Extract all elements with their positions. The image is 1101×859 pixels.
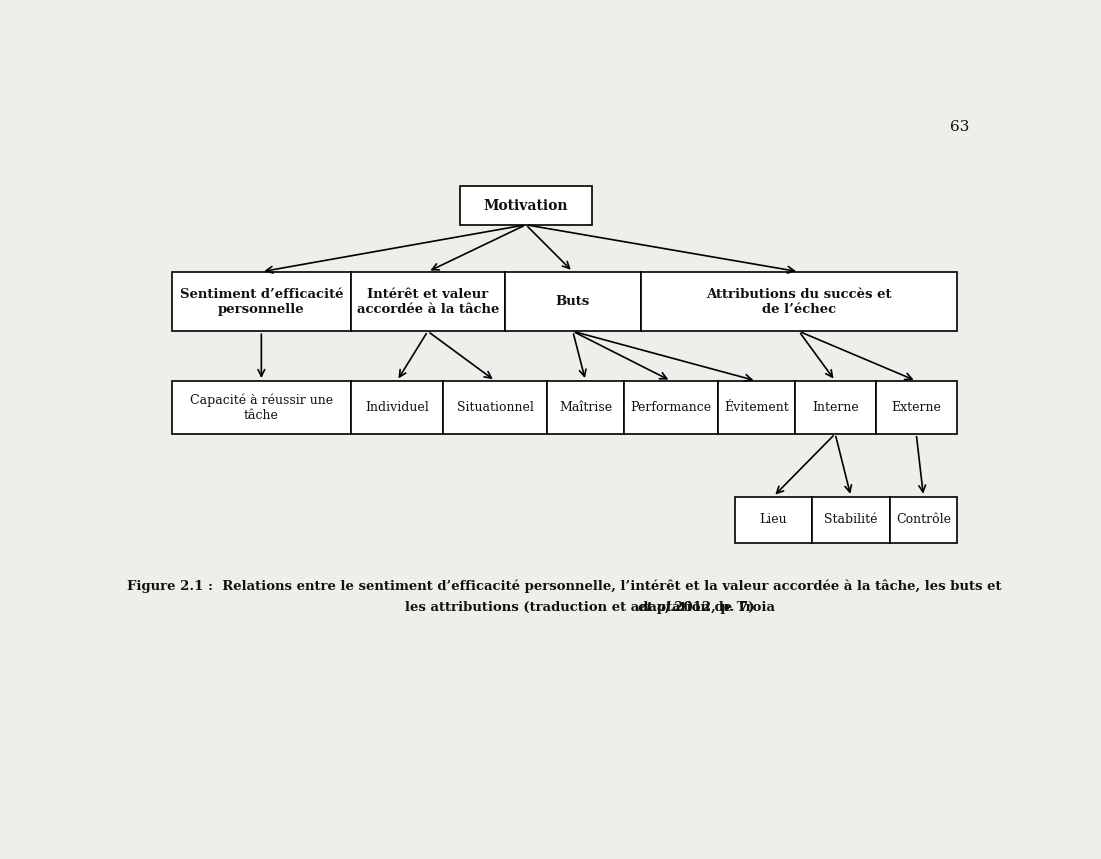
Bar: [172, 271, 351, 332]
Bar: [351, 381, 443, 434]
Bar: [624, 381, 718, 434]
Bar: [460, 186, 592, 225]
Text: les attributions (traduction et adaptation de Troia: les attributions (traduction et adaptati…: [405, 601, 780, 614]
Text: Stabilité: Stabilité: [825, 514, 877, 527]
Bar: [734, 497, 811, 543]
Bar: [891, 497, 957, 543]
Bar: [718, 381, 795, 434]
Bar: [172, 381, 351, 434]
Text: 63: 63: [950, 119, 970, 134]
Text: Performance: Performance: [631, 401, 711, 414]
Text: Buts: Buts: [556, 295, 590, 308]
Text: Interne: Interne: [811, 401, 859, 414]
Text: Motivation: Motivation: [483, 198, 568, 212]
Text: Individuel: Individuel: [366, 401, 429, 414]
Text: Évitement: Évitement: [723, 401, 788, 414]
Text: Maîtrise: Maîtrise: [559, 401, 612, 414]
Text: , 2012, p. 7): , 2012, p. 7): [665, 601, 754, 614]
Text: Intérêt et valeur
accordée à la tâche: Intérêt et valeur accordée à la tâche: [357, 288, 499, 315]
Text: Contrôle: Contrôle: [896, 514, 951, 527]
Text: Lieu: Lieu: [760, 514, 787, 527]
Bar: [811, 497, 891, 543]
Bar: [547, 381, 624, 434]
Text: Situationnel: Situationnel: [457, 401, 534, 414]
Bar: [875, 381, 957, 434]
Text: Capacité à réussir une
tâche: Capacité à réussir une tâche: [189, 393, 333, 422]
Bar: [443, 381, 547, 434]
Text: Attributions du succès et
de l’échec: Attributions du succès et de l’échec: [706, 288, 892, 315]
Text: Sentiment d’efficacité
personnelle: Sentiment d’efficacité personnelle: [179, 288, 344, 315]
Text: Figure 2.1 :  Relations entre le sentiment d’efficacité personnelle, l’intérêt e: Figure 2.1 : Relations entre le sentimen…: [127, 579, 1002, 593]
Bar: [351, 271, 504, 332]
Text: et al.: et al.: [639, 601, 676, 614]
Bar: [641, 271, 957, 332]
Bar: [795, 381, 875, 434]
Text: Externe: Externe: [892, 401, 941, 414]
Bar: [504, 271, 641, 332]
